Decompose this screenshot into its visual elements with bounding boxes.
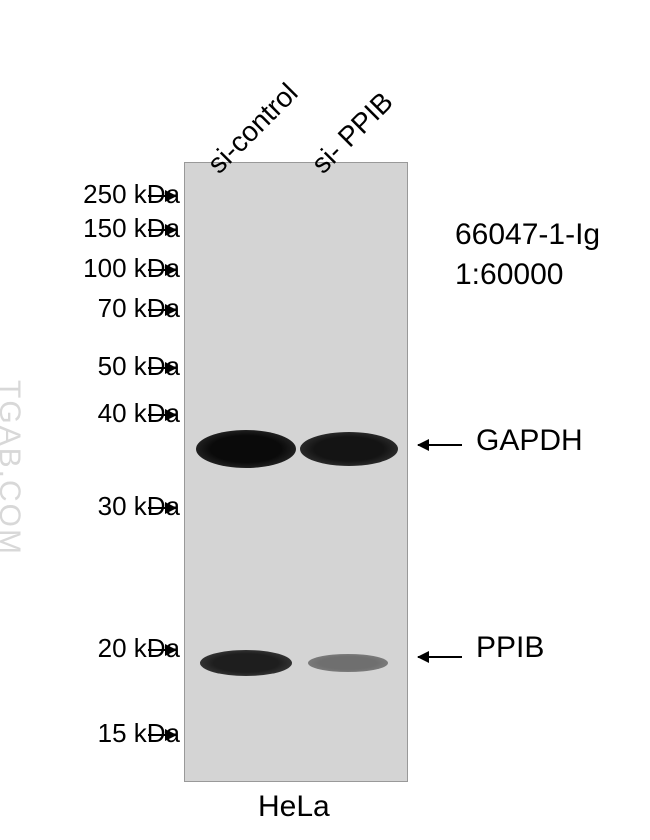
band-ppib-lane0 (200, 650, 292, 676)
watermark-text: TGAB.COM (0, 380, 26, 556)
blot-membrane (184, 162, 408, 782)
antibody-dilution: 1:60000 (455, 258, 563, 292)
antibody-catalog: 66047-1-Ig (455, 218, 600, 252)
western-blot-figure: TGAB.COM si-control si- PPIB 250 kDa150 … (0, 0, 650, 840)
band-gapdh-lane0 (196, 430, 296, 468)
band-label-gapdh: GAPDH (476, 424, 583, 458)
band-ppib-lane1 (308, 654, 388, 672)
band-label-ppib: PPIB (476, 631, 544, 665)
band-gapdh-lane1 (300, 432, 398, 466)
cell-line-label: HeLa (258, 790, 330, 824)
